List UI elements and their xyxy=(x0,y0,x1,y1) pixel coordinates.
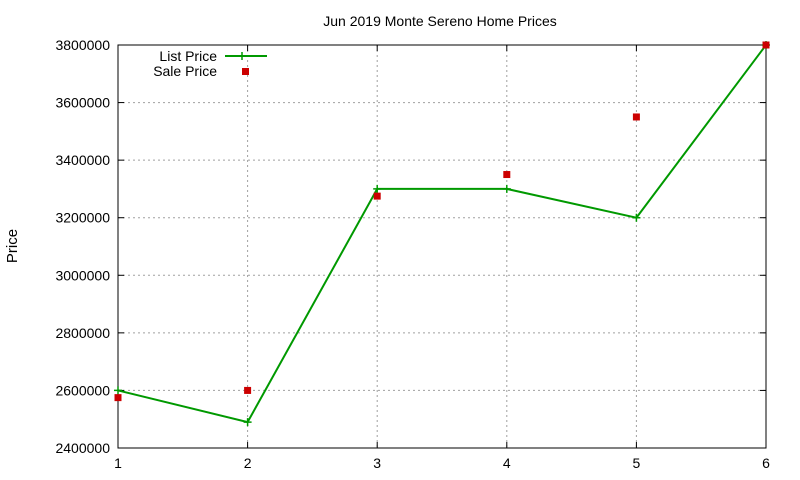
sale-price-point xyxy=(632,113,640,121)
x-tick-label: 3 xyxy=(373,455,381,471)
y-tick-label: 3400000 xyxy=(55,152,110,168)
list-price-point xyxy=(243,418,252,427)
y-tick-label: 3000000 xyxy=(55,267,110,283)
list-price-point xyxy=(114,386,122,395)
legend-label-list-price: List Price xyxy=(159,48,217,64)
sale-price-point xyxy=(762,41,770,49)
y-tick-label: 3600000 xyxy=(55,95,110,111)
y-tick-label: 2600000 xyxy=(55,382,110,398)
y-axis-label: Price xyxy=(4,229,21,263)
y-tick-label: 3200000 xyxy=(55,210,110,226)
x-tick-label: 1 xyxy=(114,455,122,471)
x-tick-label: 4 xyxy=(503,455,511,471)
series-layer xyxy=(114,41,770,427)
x-tick-label: 6 xyxy=(762,455,770,471)
list-price-line xyxy=(117,44,767,424)
plot-frame xyxy=(117,44,767,449)
y-tick-label: 3800000 xyxy=(55,37,110,53)
legend-marker-sale-price xyxy=(242,68,249,75)
list-price-point xyxy=(632,213,641,222)
chart-title: Jun 2019 Monte Sereno Home Prices xyxy=(323,13,556,29)
axis-ticks: 2400000 2600000 2800000 3000000 3200000 34000… xyxy=(55,37,770,471)
grid xyxy=(118,45,766,448)
x-tick-label: 2 xyxy=(244,455,252,471)
sale-price-point xyxy=(503,171,511,179)
sale-price-point xyxy=(244,386,252,394)
x-tick-label: 5 xyxy=(633,455,641,471)
legend-marker-list-price xyxy=(238,52,246,60)
legend-label-sale-price: Sale Price xyxy=(153,63,217,79)
list-price-point xyxy=(502,184,511,193)
sale-price-point xyxy=(114,394,122,402)
y-tick-label: 2400000 xyxy=(55,440,110,456)
y-tick-label: 2800000 xyxy=(55,325,110,341)
legend: List Price Sale Price xyxy=(153,48,267,79)
list-price-point xyxy=(373,184,382,193)
sale-price-point xyxy=(373,192,381,200)
